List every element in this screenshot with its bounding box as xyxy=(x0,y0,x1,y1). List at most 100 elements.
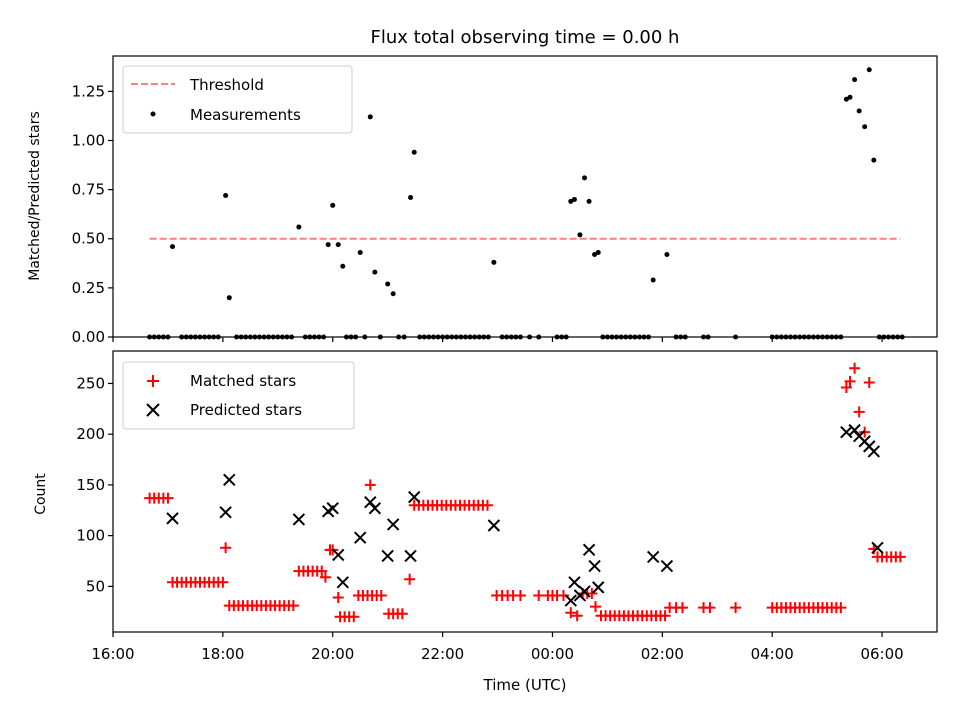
predicted-star-point xyxy=(326,502,339,515)
matched-star-point xyxy=(514,589,526,601)
count-y-tick-label: 200 xyxy=(76,425,105,443)
predicted-star-point xyxy=(368,502,382,515)
matched-star-point xyxy=(586,587,598,599)
matched-star-point xyxy=(704,602,716,614)
predicted-star-point xyxy=(404,549,417,563)
count-series-layer xyxy=(144,362,906,623)
legend-matched-label: Matched stars xyxy=(190,372,296,390)
matched-star-point xyxy=(375,589,387,601)
matched-star-point xyxy=(162,492,174,504)
matched-star-point xyxy=(404,573,416,585)
measurement-point xyxy=(852,77,858,83)
count-y-tick-label: 100 xyxy=(76,527,105,545)
x-tick-label: 18:00 xyxy=(201,645,244,663)
matched-star-point xyxy=(676,602,688,614)
predicted-star-point xyxy=(592,581,605,594)
predicted-star-point xyxy=(578,585,591,598)
predicted-star-point xyxy=(568,576,581,589)
measurement-point xyxy=(223,193,229,199)
matched-star-point xyxy=(849,362,861,374)
predicted-star-point xyxy=(408,490,421,504)
ratio-y-axis-label: Matched/Predicted stars xyxy=(27,111,43,281)
predicted-star-point xyxy=(646,550,660,564)
measurement-point xyxy=(856,108,862,114)
ratio-y-tick-label: 0.00 xyxy=(72,328,105,346)
matched-star-point xyxy=(571,610,583,622)
measurement-point xyxy=(650,277,656,283)
predicted-star-point xyxy=(588,559,601,573)
measurement-point xyxy=(491,259,497,265)
x-tick-label: 04:00 xyxy=(751,645,794,663)
matched-star-point xyxy=(853,406,865,418)
matched-star-point xyxy=(481,499,493,511)
matched-star-point xyxy=(220,542,232,554)
ratio-legend-box xyxy=(122,65,353,134)
predicted-star-point xyxy=(386,518,400,531)
measurement-point xyxy=(568,198,574,204)
matched-star-point xyxy=(348,611,360,623)
measurement-point xyxy=(571,196,577,202)
measurement-point xyxy=(843,96,849,102)
ratio-y-tick-label: 1.25 xyxy=(72,82,105,100)
measurement-point xyxy=(664,251,670,257)
predicted-star-point xyxy=(364,495,377,509)
measurement-point xyxy=(385,281,391,287)
measurement-point xyxy=(226,295,232,301)
predicted-star-point xyxy=(353,531,367,544)
chart-title: Flux total observing time = 0.00 h xyxy=(371,27,680,48)
predicted-star-point xyxy=(219,506,232,519)
measurement-point xyxy=(408,194,414,200)
predicted-star-point xyxy=(867,445,881,458)
x-tick-label: 02:00 xyxy=(641,645,684,663)
predicted-star-point xyxy=(336,576,350,589)
measurement-point xyxy=(595,250,601,256)
predicted-star-point xyxy=(381,549,394,563)
ratio-panel: Flux total observing time = 0.00 h 0.00 0… xyxy=(27,27,938,346)
measurement-point xyxy=(340,263,346,269)
predicted-star-point xyxy=(223,473,236,487)
legend-measurements-swatch xyxy=(150,111,156,117)
predicted-star-point xyxy=(582,543,596,557)
measurement-point xyxy=(325,242,331,248)
matched-star-point xyxy=(287,600,299,612)
measurement-point xyxy=(296,224,302,230)
ratio-y-tick-label: 0.75 xyxy=(72,181,105,199)
measurement-point xyxy=(411,149,417,155)
matched-star-point xyxy=(894,551,906,563)
ratio-legend: Threshold Measurements xyxy=(122,65,353,134)
matched-star-point xyxy=(659,610,671,622)
matched-star-point xyxy=(730,602,742,614)
measurement-point xyxy=(170,244,176,250)
predicted-star-point xyxy=(332,548,345,562)
ratio-plot-frame xyxy=(112,55,938,338)
count-legend-box xyxy=(122,361,355,430)
legend-predicted-label: Predicted stars xyxy=(190,401,302,419)
matched-star-point xyxy=(332,592,344,604)
count-legend: Matched stars Predicted stars xyxy=(122,361,355,430)
measurement-point xyxy=(577,232,583,238)
predicted-star-point xyxy=(660,559,674,573)
measurement-point xyxy=(866,67,872,73)
matched-star-point xyxy=(557,589,569,601)
matched-star-point xyxy=(844,375,856,387)
matched-star-point xyxy=(565,607,577,619)
ratio-y-tick-label: 1.00 xyxy=(72,131,105,149)
matched-star-point xyxy=(396,608,408,620)
matched-star-point xyxy=(859,426,871,438)
predicted-star-point xyxy=(564,594,577,607)
ratio-y-tick-label: 0.50 xyxy=(72,230,105,248)
predicted-star-point xyxy=(292,513,306,526)
measurement-point xyxy=(592,251,598,257)
x-tick-label: 16:00 xyxy=(91,645,134,663)
measurement-point xyxy=(586,198,592,204)
predicted-star-point xyxy=(487,519,501,532)
measurement-point xyxy=(367,114,373,120)
x-tick-label: 06:00 xyxy=(860,645,903,663)
predicted-star-point xyxy=(848,423,861,437)
measurement-point xyxy=(862,124,868,130)
legend-threshold-label: Threshold xyxy=(189,76,264,94)
matched-star-point xyxy=(364,479,376,491)
matched-star-point xyxy=(589,601,601,613)
legend-predicted-swatch xyxy=(146,403,160,417)
count-y-tick-label: 250 xyxy=(76,374,105,392)
